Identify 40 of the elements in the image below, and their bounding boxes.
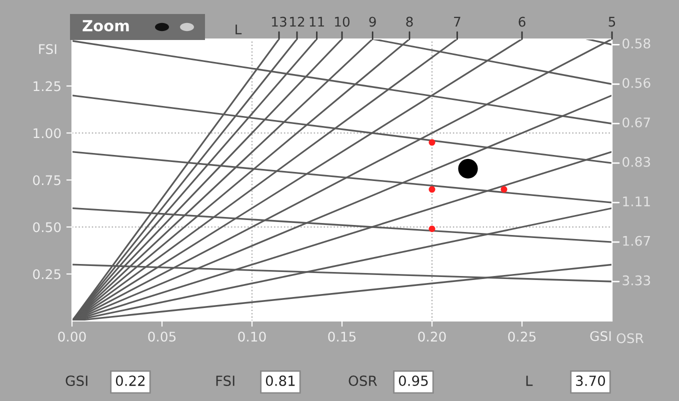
- annotation: 8: [406, 16, 413, 27]
- text: 0.22: [116, 376, 145, 386]
- x-axis-title: GSI: [590, 331, 611, 342]
- annotation: 13: [272, 16, 286, 27]
- text: GSI: [66, 376, 88, 386]
- annotation: 11: [310, 16, 324, 27]
- annotation: 12: [290, 16, 304, 27]
- annotation: 7: [454, 16, 460, 27]
- annotation: 1.11: [623, 196, 650, 206]
- y-tick-label: 1.25: [34, 81, 60, 92]
- annotation: 6: [518, 16, 526, 27]
- text: 3.70: [576, 376, 605, 386]
- x-tick-label: 0.15: [328, 332, 356, 342]
- x-tick-label: 0.20: [418, 332, 446, 342]
- text: L: [236, 24, 242, 34]
- annotation: 0.58: [622, 38, 650, 48]
- y-tick-label: 0.75: [33, 175, 60, 186]
- text: FSI: [216, 376, 234, 386]
- annotation: 3.33: [622, 275, 650, 286]
- text: OSR: [616, 333, 644, 344]
- text: L: [526, 376, 533, 386]
- annotation: 9: [369, 16, 376, 27]
- x-tick-label: 0.05: [148, 332, 176, 342]
- annotation: 1.67: [623, 236, 650, 246]
- x-tick-label: 0.00: [58, 332, 86, 342]
- y-tick-label: 1.00: [34, 128, 61, 138]
- text: Zoom: [82, 20, 129, 32]
- x-tick-label: 0.25: [508, 332, 536, 342]
- text: 0.95: [398, 376, 428, 386]
- text: 0.81: [266, 376, 295, 386]
- x-tick-label: 0.10: [238, 332, 266, 342]
- annotation: 0.67: [622, 117, 650, 128]
- y-tick-label: 0.50: [33, 222, 61, 232]
- annotation: 5: [608, 16, 616, 27]
- annotation: 10: [335, 16, 350, 27]
- y-tick-label: 0.25: [33, 269, 60, 280]
- annotation: 0.56: [622, 78, 650, 88]
- y-axis-title: FSI: [39, 44, 56, 54]
- text: OSR: [348, 376, 377, 386]
- annotation: 0.83: [622, 156, 650, 167]
